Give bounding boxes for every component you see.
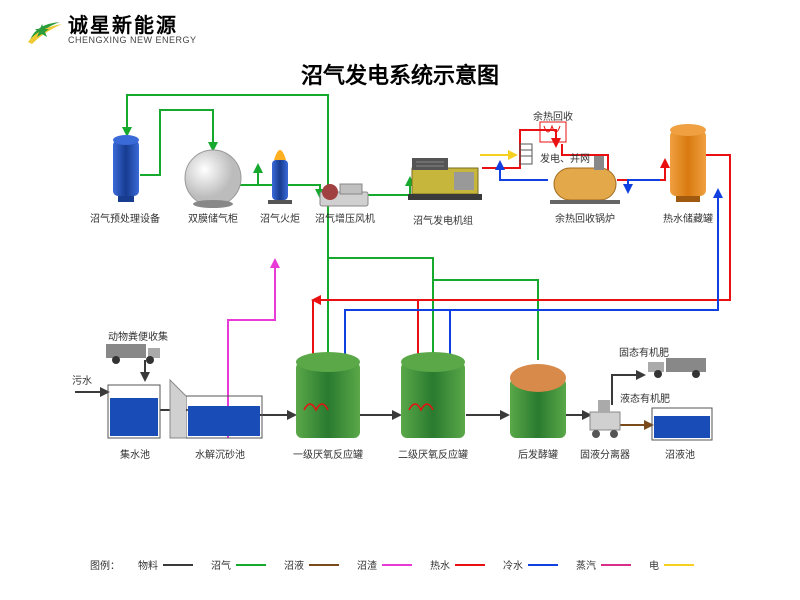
eq-gasholder (185, 150, 241, 208)
legend-label: 沼气 (211, 557, 231, 572)
eq-truck-in (106, 344, 160, 364)
system-diagram (0, 0, 800, 600)
eq-genset (408, 158, 482, 200)
legend-line (309, 564, 339, 566)
label-truck-in: 动物粪便收集 (108, 328, 168, 343)
label-liquidfert: 液态有机肥 (620, 390, 670, 405)
eq-torch (268, 150, 292, 204)
label-genset: 沼气发电机组 (413, 212, 473, 227)
legend-label: 电 (649, 557, 659, 572)
label-collect: 集水池 (120, 446, 150, 461)
legend-line (455, 564, 485, 566)
label-separator: 固液分离器 (580, 446, 630, 461)
label-postferm: 后发酵罐 (518, 446, 558, 461)
legend-item: 物料 (138, 557, 193, 572)
legend-line (664, 564, 694, 566)
label-hydrolysis: 水解沉砂池 (195, 446, 245, 461)
legend-item: 冷水 (503, 557, 558, 572)
eq-slurrypond (652, 408, 712, 440)
label-slurrypond: 沼液池 (665, 446, 695, 461)
legend-line (382, 564, 412, 566)
eq-grid (520, 144, 532, 164)
label-pretreat: 沼气预处理设备 (90, 210, 160, 225)
legend-line (528, 564, 558, 566)
legend-label: 冷水 (503, 557, 523, 572)
label-torch: 沼气火炬 (260, 210, 300, 225)
eq-anaer2 (401, 352, 465, 438)
eq-blower (320, 184, 368, 206)
eq-heatrecovery (540, 122, 566, 142)
legend-item: 沼渣 (357, 557, 412, 572)
legend-line (236, 564, 266, 566)
label-solidfert: 固态有机肥 (619, 344, 669, 359)
legend-label: 热水 (430, 557, 450, 572)
legend-item: 热水 (430, 557, 485, 572)
label-blower: 沼气增压风机 (315, 210, 375, 225)
legend-title: 图例： (90, 557, 120, 572)
label-grid: 发电、并网 (540, 150, 590, 165)
eq-truck-out (648, 358, 706, 378)
eq-anaer1 (296, 352, 360, 438)
legend-label: 沼渣 (357, 557, 377, 572)
eq-pretreat (113, 135, 139, 202)
legend-item: 沼气 (211, 557, 266, 572)
eq-hydrolysis (170, 380, 262, 438)
eq-hottank (670, 124, 706, 202)
label-hottank: 热水储藏罐 (663, 210, 713, 225)
legend: 图例： 物料 沼气 沼液 沼渣 热水 冷水 蒸汽 电 (90, 557, 694, 572)
legend-item: 电 (649, 557, 694, 572)
legend-item: 蒸汽 (576, 557, 631, 572)
eq-collect (108, 385, 160, 438)
label-anaer2: 二级厌氧反应罐 (398, 446, 468, 461)
label-boiler: 余热回收锅炉 (555, 210, 615, 225)
legend-label: 沼液 (284, 557, 304, 572)
legend-label: 蒸汽 (576, 557, 596, 572)
eq-postferm (510, 364, 566, 438)
legend-line (601, 564, 631, 566)
label-gasholder: 双膜储气柜 (188, 210, 238, 225)
legend-line (163, 564, 193, 566)
label-anaer1: 一级厌氧反应罐 (293, 446, 363, 461)
eq-separator (590, 400, 620, 438)
legend-item: 沼液 (284, 557, 339, 572)
legend-label: 物料 (138, 557, 158, 572)
label-heatrec: 余热回收 (533, 108, 573, 123)
label-sewage: 污水 (72, 372, 92, 387)
